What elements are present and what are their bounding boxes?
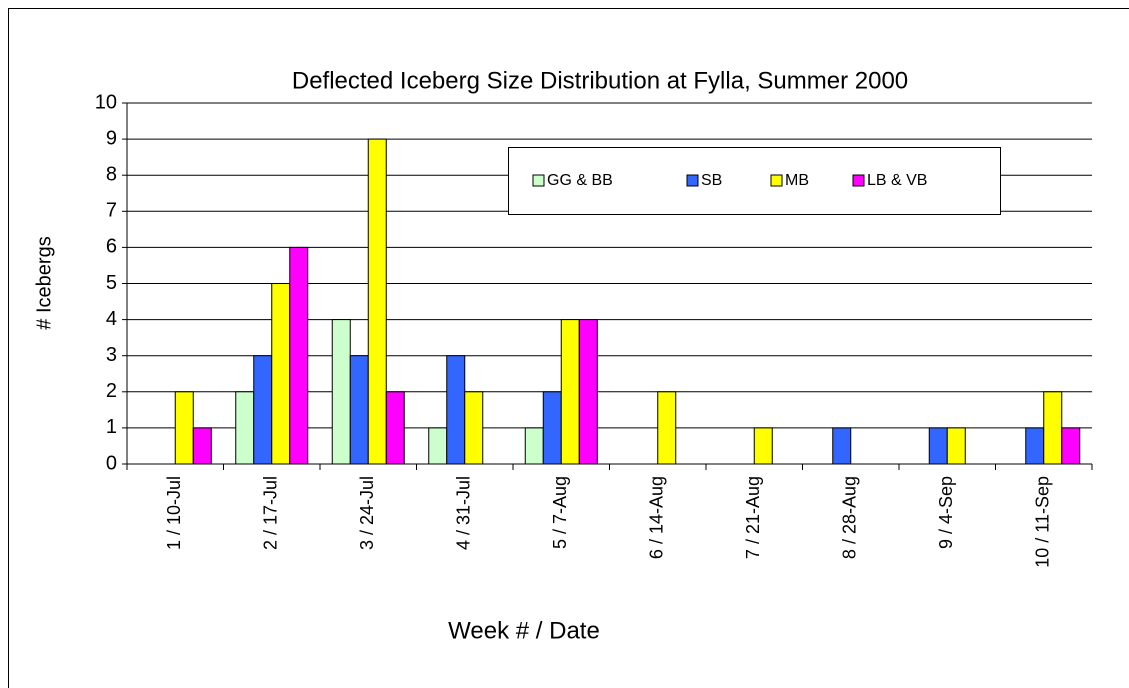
x-tick-label: 10 / 11-Sep [1033, 476, 1053, 568]
legend-swatch [852, 174, 865, 187]
x-tick-label: 5 / 7-Aug [550, 476, 570, 549]
legend-label: SB [701, 172, 722, 189]
bar [174, 391, 194, 465]
bar [349, 355, 369, 465]
x-tick-label: 1 / 10-Jul [164, 476, 184, 550]
x-axis-title: Week # / Date [448, 617, 600, 644]
x-tick-label: 8 / 28-Aug [840, 476, 860, 559]
bar [446, 355, 466, 465]
bar [428, 427, 448, 465]
x-tick-label: 6 / 14-Aug [647, 476, 667, 559]
y-axis-title: # Icebergs [33, 236, 55, 329]
x-tick-label: 3 / 24-Jul [357, 476, 377, 550]
bar [271, 283, 291, 465]
legend-label: GG & BB [547, 172, 613, 189]
bar [578, 319, 598, 465]
y-tick-label: 5 [106, 272, 117, 294]
bar [367, 138, 387, 465]
y-tick-label: 0 [106, 452, 117, 474]
y-tick-label: 4 [106, 308, 117, 330]
bar [753, 427, 773, 465]
y-tick-label: 6 [106, 236, 117, 258]
bar [524, 427, 544, 465]
legend-swatch [686, 174, 699, 187]
y-tick-label: 7 [106, 200, 117, 222]
y-tick-label: 9 [106, 127, 117, 149]
bar [1025, 427, 1045, 465]
bar [657, 391, 677, 465]
y-tick-label: 2 [106, 380, 117, 402]
legend-box [508, 147, 1001, 215]
legend-label: MB [785, 172, 809, 189]
x-tick-label: 2 / 17-Jul [261, 476, 281, 550]
bar [946, 427, 966, 465]
bar [560, 319, 580, 465]
x-tick-label: 9 / 4-Sep [936, 476, 956, 549]
bar [385, 391, 405, 465]
legend-swatch [770, 174, 783, 187]
y-tick-label: 10 [95, 91, 117, 113]
bar [235, 391, 255, 465]
bar [464, 391, 484, 465]
legend-label: LB & VB [867, 172, 927, 189]
bar [253, 355, 273, 465]
bar [928, 427, 948, 465]
chart-title: Deflected Iceberg Size Distribution at F… [292, 67, 908, 94]
bar [331, 319, 351, 465]
bar [1061, 427, 1081, 465]
y-tick-label: 3 [106, 344, 117, 366]
y-tick-label: 1 [106, 416, 117, 438]
legend-swatch [532, 174, 545, 187]
bar [542, 391, 562, 465]
y-tick-label: 8 [106, 163, 117, 185]
bar [832, 427, 852, 465]
bar [289, 246, 309, 465]
bar [192, 427, 212, 465]
bar [1043, 391, 1063, 465]
x-tick-label: 4 / 31-Jul [454, 476, 474, 550]
x-tick-label: 7 / 21-Aug [743, 476, 763, 559]
